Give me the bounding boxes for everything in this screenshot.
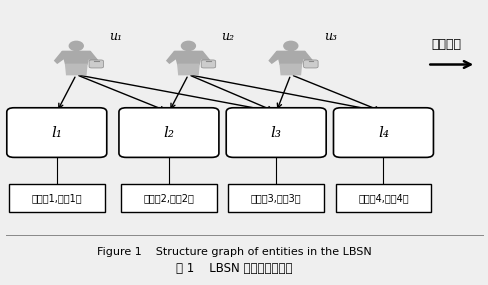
- Polygon shape: [166, 51, 177, 63]
- Text: u₂: u₂: [221, 30, 234, 43]
- Ellipse shape: [181, 41, 195, 50]
- Text: l₄: l₄: [377, 126, 388, 140]
- FancyBboxPatch shape: [303, 60, 318, 68]
- Text: l₃: l₃: [270, 126, 281, 140]
- Polygon shape: [87, 51, 98, 63]
- Text: 图 1    LBSN 中的实体结构图: 图 1 LBSN 中的实体结构图: [176, 262, 292, 275]
- Text: 《经度4,纬度4》: 《经度4,纬度4》: [357, 193, 408, 203]
- Ellipse shape: [283, 41, 297, 50]
- Bar: [335, 184, 430, 212]
- FancyBboxPatch shape: [186, 49, 190, 51]
- Polygon shape: [200, 51, 209, 63]
- Polygon shape: [65, 64, 87, 75]
- Polygon shape: [55, 51, 65, 63]
- Polygon shape: [276, 51, 304, 64]
- Polygon shape: [178, 64, 199, 75]
- FancyBboxPatch shape: [89, 60, 103, 68]
- Text: l₁: l₁: [51, 126, 62, 140]
- Text: 签到行为: 签到行为: [431, 38, 461, 51]
- Polygon shape: [302, 51, 312, 63]
- Bar: [121, 184, 216, 212]
- Text: u₁: u₁: [109, 30, 122, 43]
- FancyBboxPatch shape: [74, 49, 78, 51]
- Bar: [228, 184, 324, 212]
- FancyBboxPatch shape: [333, 108, 432, 157]
- Text: u₃: u₃: [324, 30, 336, 43]
- FancyBboxPatch shape: [288, 49, 292, 51]
- FancyBboxPatch shape: [119, 108, 219, 157]
- Text: 《经度1,纬度1》: 《经度1,纬度1》: [31, 193, 82, 203]
- Text: 《经度3,纬度3》: 《经度3,纬度3》: [250, 193, 301, 203]
- Text: l₂: l₂: [163, 126, 174, 140]
- Text: Figure 1    Structure graph of entities in the LBSN: Figure 1 Structure graph of entities in …: [97, 247, 371, 257]
- FancyBboxPatch shape: [201, 60, 215, 68]
- FancyBboxPatch shape: [7, 108, 106, 157]
- FancyBboxPatch shape: [226, 108, 325, 157]
- Text: 《经度2,纬度2》: 《经度2,纬度2》: [143, 193, 194, 203]
- Bar: [9, 184, 104, 212]
- Polygon shape: [269, 51, 279, 63]
- Polygon shape: [62, 51, 90, 64]
- Polygon shape: [174, 51, 202, 64]
- Ellipse shape: [69, 41, 83, 50]
- Polygon shape: [280, 64, 301, 75]
